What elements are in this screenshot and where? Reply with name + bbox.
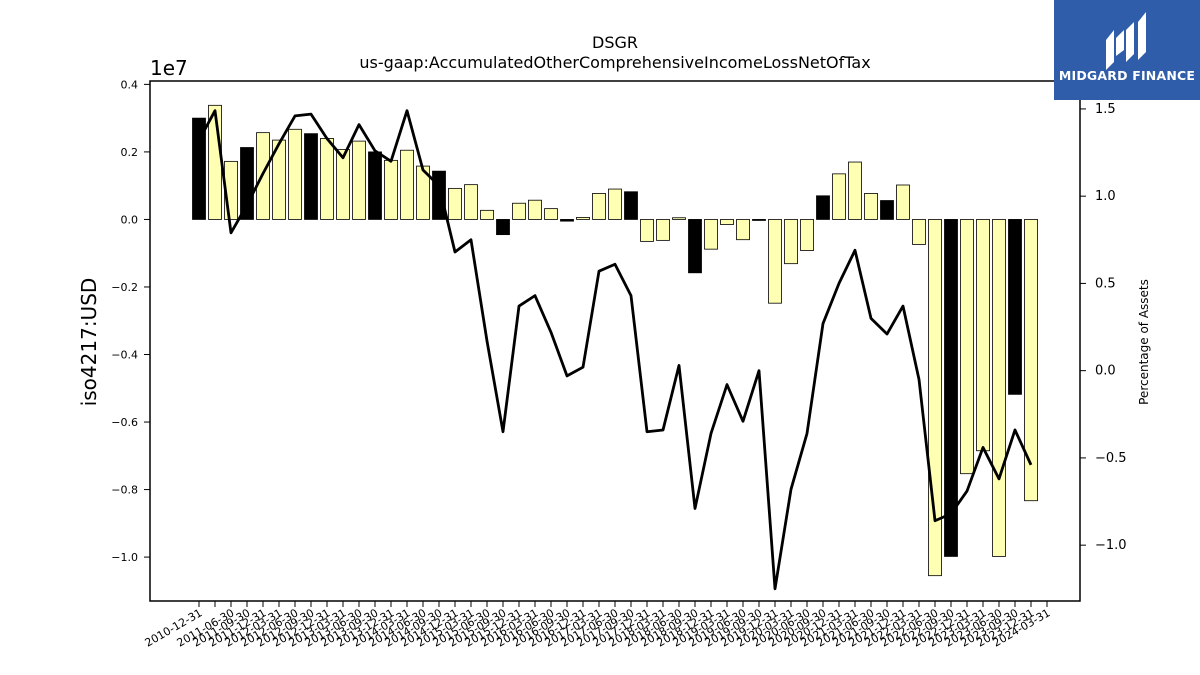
bar — [624, 191, 638, 220]
bar — [992, 219, 1006, 557]
y-offset-label: 1e7 — [150, 56, 188, 80]
bar — [784, 219, 798, 265]
bar — [768, 219, 782, 304]
y-tick-label: 0.2 — [121, 146, 139, 159]
bar — [560, 219, 574, 222]
bar — [272, 139, 286, 220]
bar — [192, 117, 206, 220]
bar — [384, 159, 398, 220]
bar — [512, 202, 526, 220]
bar — [848, 161, 862, 220]
bar — [640, 219, 654, 242]
bar — [240, 147, 254, 220]
bar — [608, 188, 622, 220]
bar — [480, 209, 494, 220]
y-tick-label: 0.0 — [121, 213, 139, 226]
bar — [208, 104, 222, 220]
bar — [400, 149, 414, 220]
bar — [720, 219, 734, 225]
bar — [912, 219, 926, 245]
bar — [704, 219, 718, 250]
y-tick-label: −0.2 — [111, 281, 138, 294]
bar — [496, 219, 510, 236]
y-tick-label: 0.4 — [121, 78, 139, 91]
bar — [672, 217, 686, 220]
bar — [368, 151, 382, 220]
bar — [528, 199, 542, 220]
y2-tick-label: −1.0 — [1095, 538, 1127, 553]
y2-tick-label: 0.5 — [1095, 276, 1116, 291]
axes-layer: 0.4 0.2 0.0 −0.2 −0.4 −0.6 −0.8 −1.0 1.5 1.0 0.5 0.… — [111, 78, 1126, 649]
bar — [688, 219, 702, 274]
y2-tick-label: 0.0 — [1095, 364, 1116, 379]
bar — [432, 170, 446, 220]
brand-name: MIDGARD FINANCE — [1058, 68, 1196, 83]
bar — [880, 200, 894, 220]
bar — [832, 173, 846, 220]
bar — [576, 217, 590, 220]
y2-tick-label: 1.5 — [1095, 102, 1116, 117]
y-tick-label: −0.4 — [111, 349, 138, 362]
midgard-logo-icon — [1106, 12, 1146, 70]
y-axis-label: iso4217:USD — [77, 278, 101, 407]
y2-tick-label: 1.0 — [1095, 189, 1116, 204]
bar — [800, 219, 814, 251]
y-tick-label: −0.6 — [111, 416, 138, 429]
y-tick-label: −0.8 — [111, 484, 138, 497]
bar — [1008, 219, 1022, 395]
bar — [464, 184, 478, 220]
bar — [960, 219, 974, 475]
y2-tick-label: −0.5 — [1095, 451, 1127, 466]
y-tick-label: −1.0 — [111, 551, 138, 564]
bar — [544, 208, 558, 220]
bar — [320, 138, 334, 220]
bar — [592, 193, 606, 220]
brand-logo: MIDGARD FINANCE — [1054, 0, 1200, 100]
y2-axis-label: Percentage of Assets — [1137, 279, 1151, 405]
chart-subtitle: us-gaap:AccumulatedOtherComprehensiveInc… — [359, 53, 870, 72]
bar — [864, 193, 878, 220]
line-layer — [197, 109, 1033, 591]
bar — [752, 219, 766, 221]
bar — [288, 128, 302, 220]
bar — [928, 219, 942, 577]
chart-title: DSGR — [592, 33, 638, 52]
bar — [1024, 219, 1038, 502]
bar — [352, 140, 366, 220]
bar — [736, 219, 750, 241]
bar — [304, 133, 318, 220]
bar — [976, 219, 990, 452]
bar — [944, 219, 958, 557]
bar — [896, 184, 910, 220]
bar — [656, 219, 670, 241]
bar — [448, 187, 462, 220]
bar — [816, 195, 830, 220]
bar — [336, 149, 350, 220]
